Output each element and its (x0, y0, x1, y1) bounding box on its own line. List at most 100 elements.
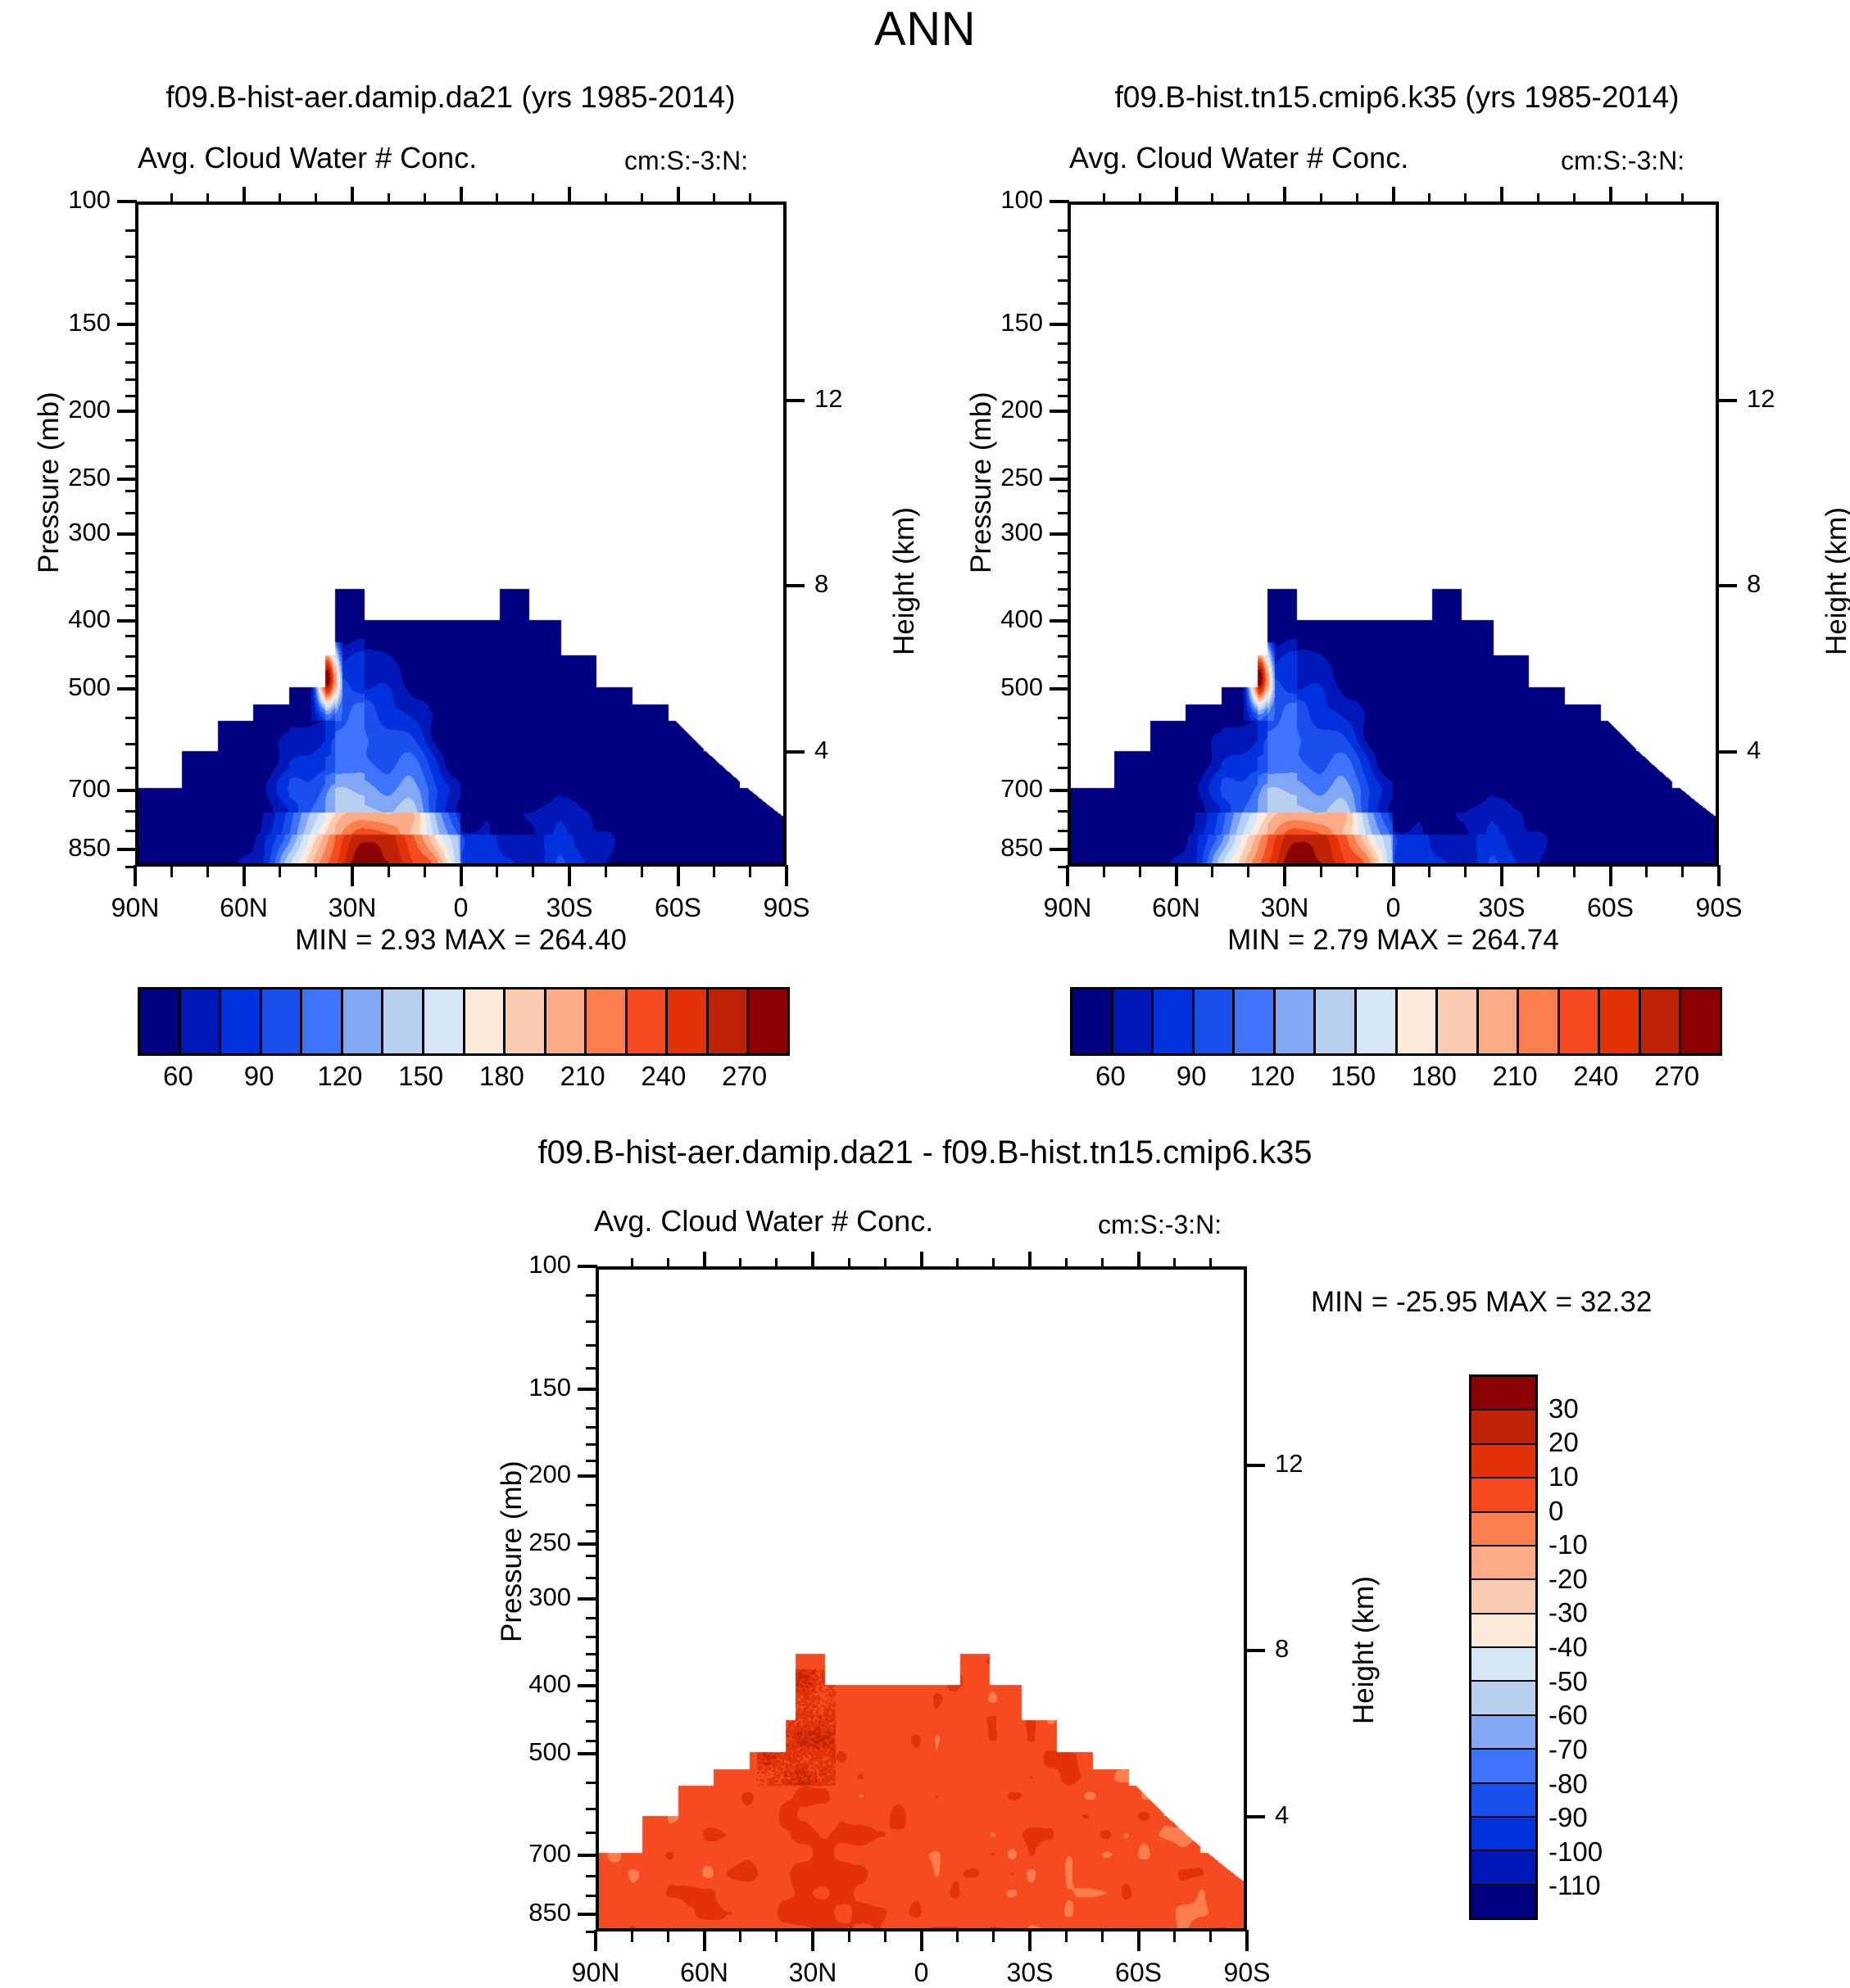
panel-left-ztick-label: 8 (814, 569, 829, 599)
panel-diff-ztick-mark (1245, 1463, 1265, 1467)
panel-right-units: cm:S:-3:N: (1561, 146, 1685, 175)
panel-right-xtick-top (1536, 193, 1539, 203)
panel-diff-ytick-minor (586, 1442, 597, 1446)
panel-diff-xtick-top (666, 1258, 669, 1268)
panel-left-ytick-label: 700 (68, 774, 111, 804)
colorbar-left[interactable] (138, 987, 790, 1056)
panel-left-xtick-label: 60N (220, 893, 268, 922)
colorbar-cell (546, 989, 587, 1053)
panel-right-xtick-top (1681, 193, 1684, 203)
panel-right-ytick-minor (1058, 394, 1069, 397)
panel-left-xtick-minor (279, 865, 282, 877)
panel-right-xtick-mark (1174, 865, 1178, 886)
panel-left-xtick-top (387, 193, 390, 203)
colorbar-cell (1471, 1479, 1535, 1513)
colorbar-cell (1471, 1512, 1535, 1546)
panel-diff-ytick-label: 100 (528, 1250, 571, 1279)
panel-right-plot[interactable] (1068, 202, 1719, 867)
panel-right-ztick-label: 8 (1747, 569, 1762, 599)
panel-left-xtick-top (351, 187, 354, 203)
panel-diff-xtick-minor (775, 1930, 778, 1942)
panel-left-xtick-mark (459, 865, 463, 886)
panel-diff-ztick-label: 4 (1275, 1800, 1290, 1830)
panel-right-ytick-minor (1058, 255, 1069, 258)
panel-right-minmax: MIN = 2.79 MAX = 264.74 (1227, 924, 1559, 956)
panel-left-ytick-label: 200 (68, 395, 111, 424)
panel-left-xtick-mark (676, 865, 680, 886)
colorbar-tick-label: -80 (1548, 1768, 1588, 1799)
panel-right-xtick-top (1283, 187, 1286, 203)
panel-right-xtick-top (1355, 193, 1358, 203)
panel-right-ytick-label: 850 (1000, 832, 1043, 862)
panel-right-ytick-mark (1050, 322, 1069, 326)
colorbar-cell (1438, 989, 1479, 1053)
panel-left-ytick-minor (125, 865, 137, 868)
colorbar-diff[interactable] (1469, 1374, 1538, 1920)
panel-left-ytick-label: 500 (68, 672, 111, 701)
panel-diff-ytick-mark (578, 1542, 597, 1546)
colorbar-tick-label: 20 (1548, 1427, 1579, 1458)
panel-diff-ytick-minor (586, 1530, 597, 1533)
panel-left-ytick-minor (125, 489, 137, 492)
panel-diff-plot[interactable] (596, 1266, 1247, 1931)
colorbar-cell (1471, 1614, 1535, 1648)
colorbar-cell (1519, 989, 1560, 1053)
panel-diff-ytick-label: 500 (528, 1737, 571, 1766)
panel-left-ytick-minor (125, 394, 137, 397)
panel-right-xtick-mark (1608, 865, 1612, 886)
panel-left-xtick-minor (423, 865, 426, 877)
panel-right-ytick-minor (1058, 655, 1069, 659)
panel-left-ytick-label: 250 (68, 462, 111, 491)
panel-left-xtick-label: 60S (655, 893, 701, 922)
colorbar-cell (342, 989, 384, 1053)
panel-right-xtick-mark (1391, 865, 1395, 886)
panel-right-xtick-label: 0 (1385, 893, 1401, 922)
panel-left-ytick-minor (125, 512, 137, 514)
colorbar-cell (1194, 989, 1236, 1053)
panel-diff-ztick-label: 12 (1275, 1448, 1304, 1478)
panel-diff-ytick-minor (586, 1554, 597, 1557)
panel-right-ytick-minor (1058, 301, 1069, 305)
panel-diff-ytick-label: 250 (528, 1527, 571, 1556)
panel-left-ztick-mark (785, 584, 805, 588)
panel-right-ytick-mark (1050, 200, 1069, 203)
panel-diff-ytick-minor (586, 1293, 597, 1297)
panel-diff-ytick-minor (586, 1459, 597, 1462)
plot-right-field (1071, 205, 1716, 863)
panel-diff-ytick-label: 200 (528, 1460, 571, 1489)
panel-right-ytick-minor (1058, 512, 1069, 514)
panel-diff-ytick-mark (578, 1474, 597, 1479)
panel-diff-ztick-mark (1245, 1815, 1265, 1819)
colorbar-cell (1600, 989, 1641, 1053)
figure-main-title: ANN (874, 2, 976, 56)
panel-diff-xtick-top (883, 1258, 886, 1268)
panel-diff-ytick-minor (586, 1699, 597, 1702)
colorbar-tick-label: 210 (560, 1061, 605, 1091)
panel-diff-ytick-label: 300 (528, 1583, 571, 1611)
panel-diff-ztick-label: 8 (1275, 1634, 1290, 1664)
panel-right-ytick-minor (1058, 438, 1069, 442)
colorbar-tick-label: 150 (1331, 1061, 1376, 1091)
panel-right-ytick-minor (1058, 465, 1069, 469)
colorbar-cell (1471, 1885, 1535, 1918)
panel-right-ytick-minor (1058, 360, 1069, 364)
panel-diff-xtick-minor (1209, 1930, 1213, 1942)
panel-right-xtick-minor (1211, 865, 1214, 877)
panel-right-xtick-top (1247, 193, 1250, 203)
colorbar-tick-label: -10 (1548, 1529, 1588, 1560)
panel-left-xtick-mark (134, 865, 137, 886)
colorbar-tick-label: -40 (1548, 1632, 1588, 1662)
panel-left-ytick-label: 150 (68, 307, 111, 337)
colorbar-right[interactable] (1070, 987, 1722, 1056)
colorbar-diff-labels: 30 20 10 0 -10 -20 -30 -40 -50 -60 -70 -80 -90 -100 -1… (1548, 1374, 1712, 1915)
colorbar-cell (302, 989, 343, 1053)
panel-left-plot[interactable] (135, 202, 787, 867)
colorbar-cell (180, 989, 222, 1053)
colorbar-cell (749, 989, 787, 1053)
colorbar-cell (1113, 989, 1154, 1053)
panel-right-xtick-top (1319, 193, 1322, 203)
panel-right-ytick-minor (1058, 489, 1069, 492)
panel-left-ytick-minor (125, 604, 137, 607)
panel-left-xtick-top (459, 187, 463, 203)
colorbar-tick-label: 210 (1492, 1061, 1538, 1091)
